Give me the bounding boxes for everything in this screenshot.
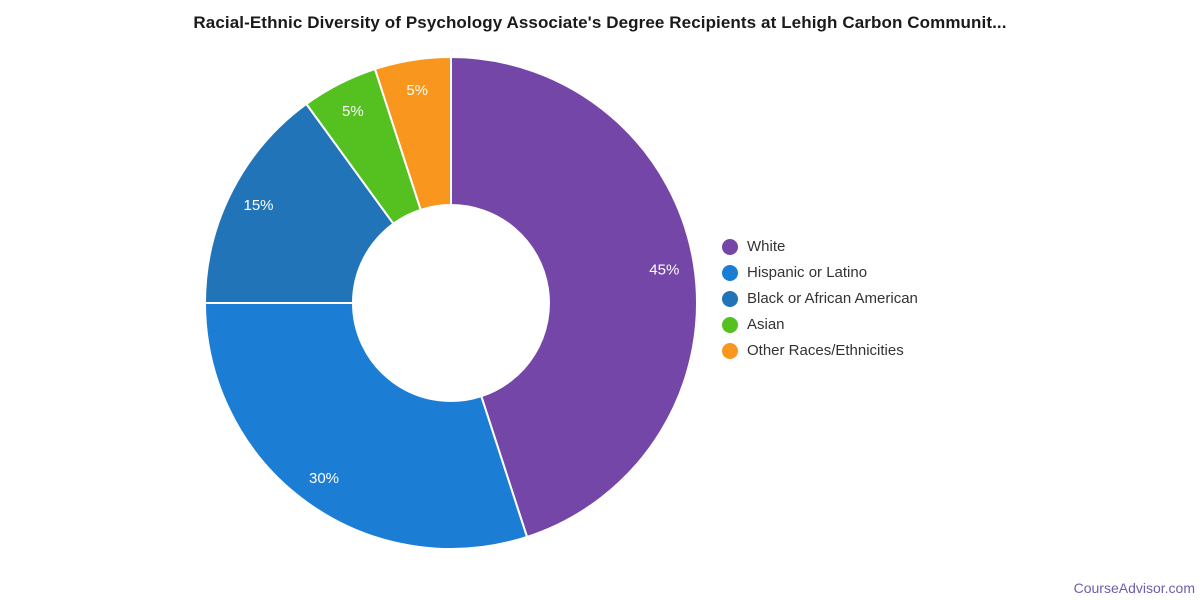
legend-dot-hispanic-or-latino bbox=[722, 265, 738, 281]
legend-item-white[interactable]: White bbox=[722, 239, 918, 255]
legend-label-hispanic-or-latino: Hispanic or Latino bbox=[747, 264, 868, 281]
courseadvisor-link[interactable]: CourseAdvisor.com bbox=[1073, 580, 1195, 596]
legend-item-hispanic-or-latino[interactable]: Hispanic or Latino bbox=[722, 265, 918, 281]
slice-label-other-races-ethnicities: 5% bbox=[406, 82, 428, 99]
slice-label-hispanic-or-latino: 30% bbox=[309, 470, 339, 487]
legend-label-other-races-ethnicities: Other Races/Ethnicities bbox=[747, 342, 904, 359]
pie-slice-other-races-ethnicities[interactable] bbox=[373, 56, 452, 211]
legend-item-other-races-ethnicities[interactable]: Other Races/Ethnicities bbox=[722, 343, 918, 359]
legend-label-asian: Asian bbox=[747, 316, 785, 333]
legend-dot-black-or-african-american bbox=[722, 291, 738, 307]
chart-title: Racial-Ethnic Diversity of Psychology As… bbox=[193, 13, 1007, 32]
pie-slice-hispanic-or-latino[interactable] bbox=[204, 302, 529, 551]
chart-legend: White Hispanic or Latino Black or African … bbox=[722, 239, 918, 369]
legend-item-asian[interactable]: Asian bbox=[722, 317, 918, 333]
legend-label-white: White bbox=[747, 238, 786, 255]
slice-label-asian: 5% bbox=[342, 103, 364, 120]
slice-label-white: 45% bbox=[649, 261, 679, 278]
legend-dot-other-races-ethnicities bbox=[722, 343, 738, 359]
pie-slice-white[interactable] bbox=[450, 56, 699, 538]
legend-label-black-or-african-american: Black or African American bbox=[747, 290, 918, 307]
legend-dot-asian bbox=[722, 317, 738, 333]
pie-slice-black-or-african-american[interactable] bbox=[204, 102, 395, 304]
legend-item-black-or-african-american[interactable]: Black or African American bbox=[722, 291, 918, 307]
legend-dot-white bbox=[722, 239, 738, 255]
slice-label-black-or-african-american: 15% bbox=[243, 197, 273, 214]
